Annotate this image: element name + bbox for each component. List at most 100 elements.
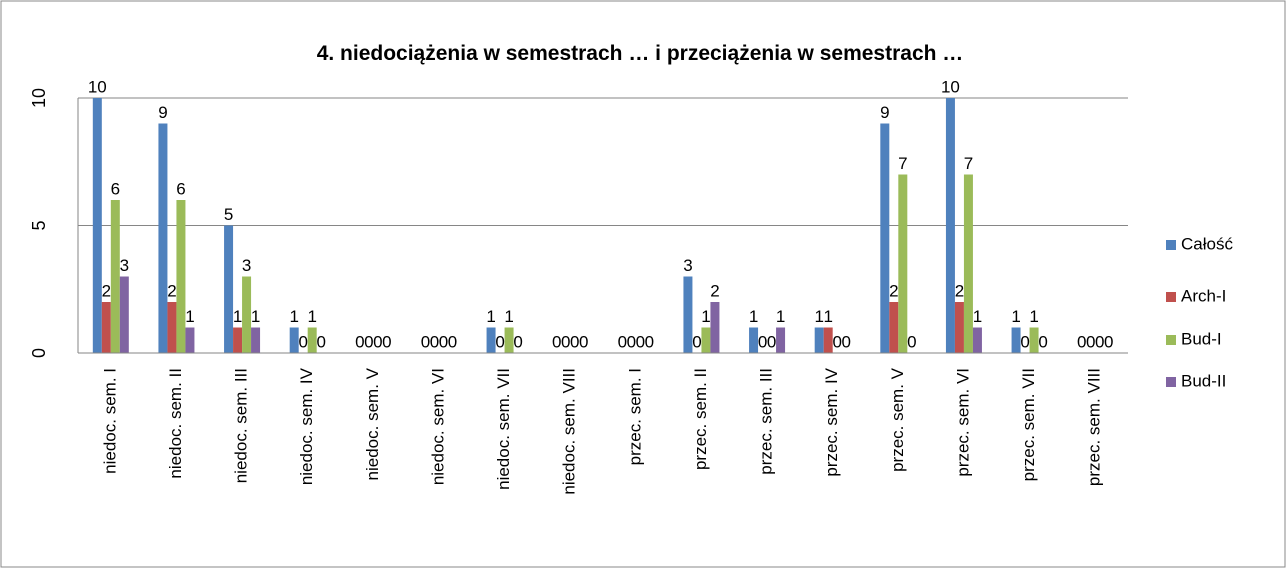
data-label: 3	[242, 256, 251, 275]
data-label: 1	[776, 307, 785, 326]
bar	[486, 327, 496, 353]
data-label: 0	[636, 332, 645, 351]
x-tick-label: przec. sem. IV	[822, 367, 841, 476]
data-label: 10	[88, 77, 107, 96]
bar	[119, 276, 129, 353]
bar	[233, 327, 243, 353]
x-tick-label: przec. sem. I	[625, 368, 644, 465]
bar	[167, 302, 177, 353]
bar	[1011, 327, 1021, 353]
data-label: 0	[692, 332, 701, 351]
y-tick-label: 5	[29, 220, 49, 230]
bar	[224, 225, 234, 353]
data-label: 1	[1029, 307, 1038, 326]
bar	[880, 123, 890, 353]
data-label: 7	[964, 154, 973, 173]
x-tick-label: przec. sem. VI	[953, 368, 972, 477]
x-tick-label: przec. sem. VII	[1019, 368, 1038, 481]
bar	[889, 302, 899, 353]
data-label: 0	[561, 332, 570, 351]
bar	[110, 200, 120, 353]
legend-label: Arch-I	[1181, 286, 1226, 305]
x-tick-label: niedoc. sem. IV	[297, 367, 316, 485]
bar	[504, 327, 514, 353]
data-label: 1	[504, 307, 513, 326]
data-label: 9	[880, 103, 889, 122]
data-label: 1	[185, 307, 194, 326]
bar	[101, 302, 111, 353]
bar	[242, 276, 252, 353]
data-label: 0	[430, 332, 439, 351]
data-label: 2	[955, 281, 964, 300]
bar	[1029, 327, 1039, 353]
data-label: 1	[973, 307, 982, 326]
legend-label: Bud-II	[1181, 371, 1226, 390]
data-label: 1	[307, 307, 316, 326]
bar	[683, 276, 693, 353]
bar	[749, 327, 759, 353]
legend-swatch	[1166, 377, 1176, 387]
data-label: 1	[289, 307, 298, 326]
data-label: 0	[513, 332, 522, 351]
bar	[185, 327, 195, 353]
data-label: 0	[1104, 332, 1113, 351]
bar	[92, 98, 102, 353]
data-label: 2	[889, 281, 898, 300]
data-label: 0	[1038, 332, 1047, 351]
bar	[898, 174, 908, 353]
bar	[954, 302, 964, 353]
data-label: 1	[701, 307, 710, 326]
data-label: 3	[120, 256, 129, 275]
data-label: 0	[832, 332, 841, 351]
data-label: 6	[111, 179, 120, 198]
x-tick-label: niedoc. sem. VI	[428, 368, 447, 485]
bar	[972, 327, 982, 353]
data-label: 2	[102, 281, 111, 300]
legend-swatch	[1166, 292, 1176, 302]
data-label: 10	[941, 77, 960, 96]
x-tick-label: przec. sem. II	[691, 368, 710, 470]
data-label: 9	[158, 103, 167, 122]
x-tick-label: niedoc. sem. VIII	[560, 368, 579, 495]
bar	[307, 327, 317, 353]
data-label: 0	[579, 332, 588, 351]
bar	[251, 327, 261, 353]
legend-label: Bud-I	[1181, 329, 1222, 348]
x-tick-label: przec. sem. III	[757, 368, 776, 475]
x-tick-label: niedoc. sem. III	[232, 368, 251, 483]
bar	[710, 302, 720, 353]
data-label: 7	[898, 154, 907, 173]
data-label: 1	[823, 307, 832, 326]
bar	[176, 200, 186, 353]
x-tick-label: niedoc. sem. II	[166, 368, 185, 479]
data-label: 0	[570, 332, 579, 351]
data-label: 1	[1011, 307, 1020, 326]
data-label: 1	[814, 307, 823, 326]
data-label: 0	[767, 332, 776, 351]
data-label: 0	[627, 332, 636, 351]
data-label: 0	[355, 332, 364, 351]
data-label: 0	[316, 332, 325, 351]
data-label: 0	[1086, 332, 1095, 351]
data-label: 0	[495, 332, 504, 351]
data-label: 0	[373, 332, 382, 351]
data-label: 0	[298, 332, 307, 351]
y-tick-label: 0	[29, 348, 49, 358]
data-label: 0	[1077, 332, 1086, 351]
bar	[289, 327, 299, 353]
data-label: 1	[486, 307, 495, 326]
data-label: 0	[421, 332, 430, 351]
data-label: 2	[710, 281, 719, 300]
bar	[158, 123, 168, 353]
data-label: 1	[251, 307, 260, 326]
data-label: 0	[439, 332, 448, 351]
x-tick-label: przec. sem. V	[888, 367, 907, 472]
x-tick-label: niedoc. sem. I	[100, 368, 119, 474]
data-label: 0	[448, 332, 457, 351]
y-tick-label: 10	[29, 88, 49, 108]
bar	[963, 174, 973, 353]
data-label: 0	[1020, 332, 1029, 351]
